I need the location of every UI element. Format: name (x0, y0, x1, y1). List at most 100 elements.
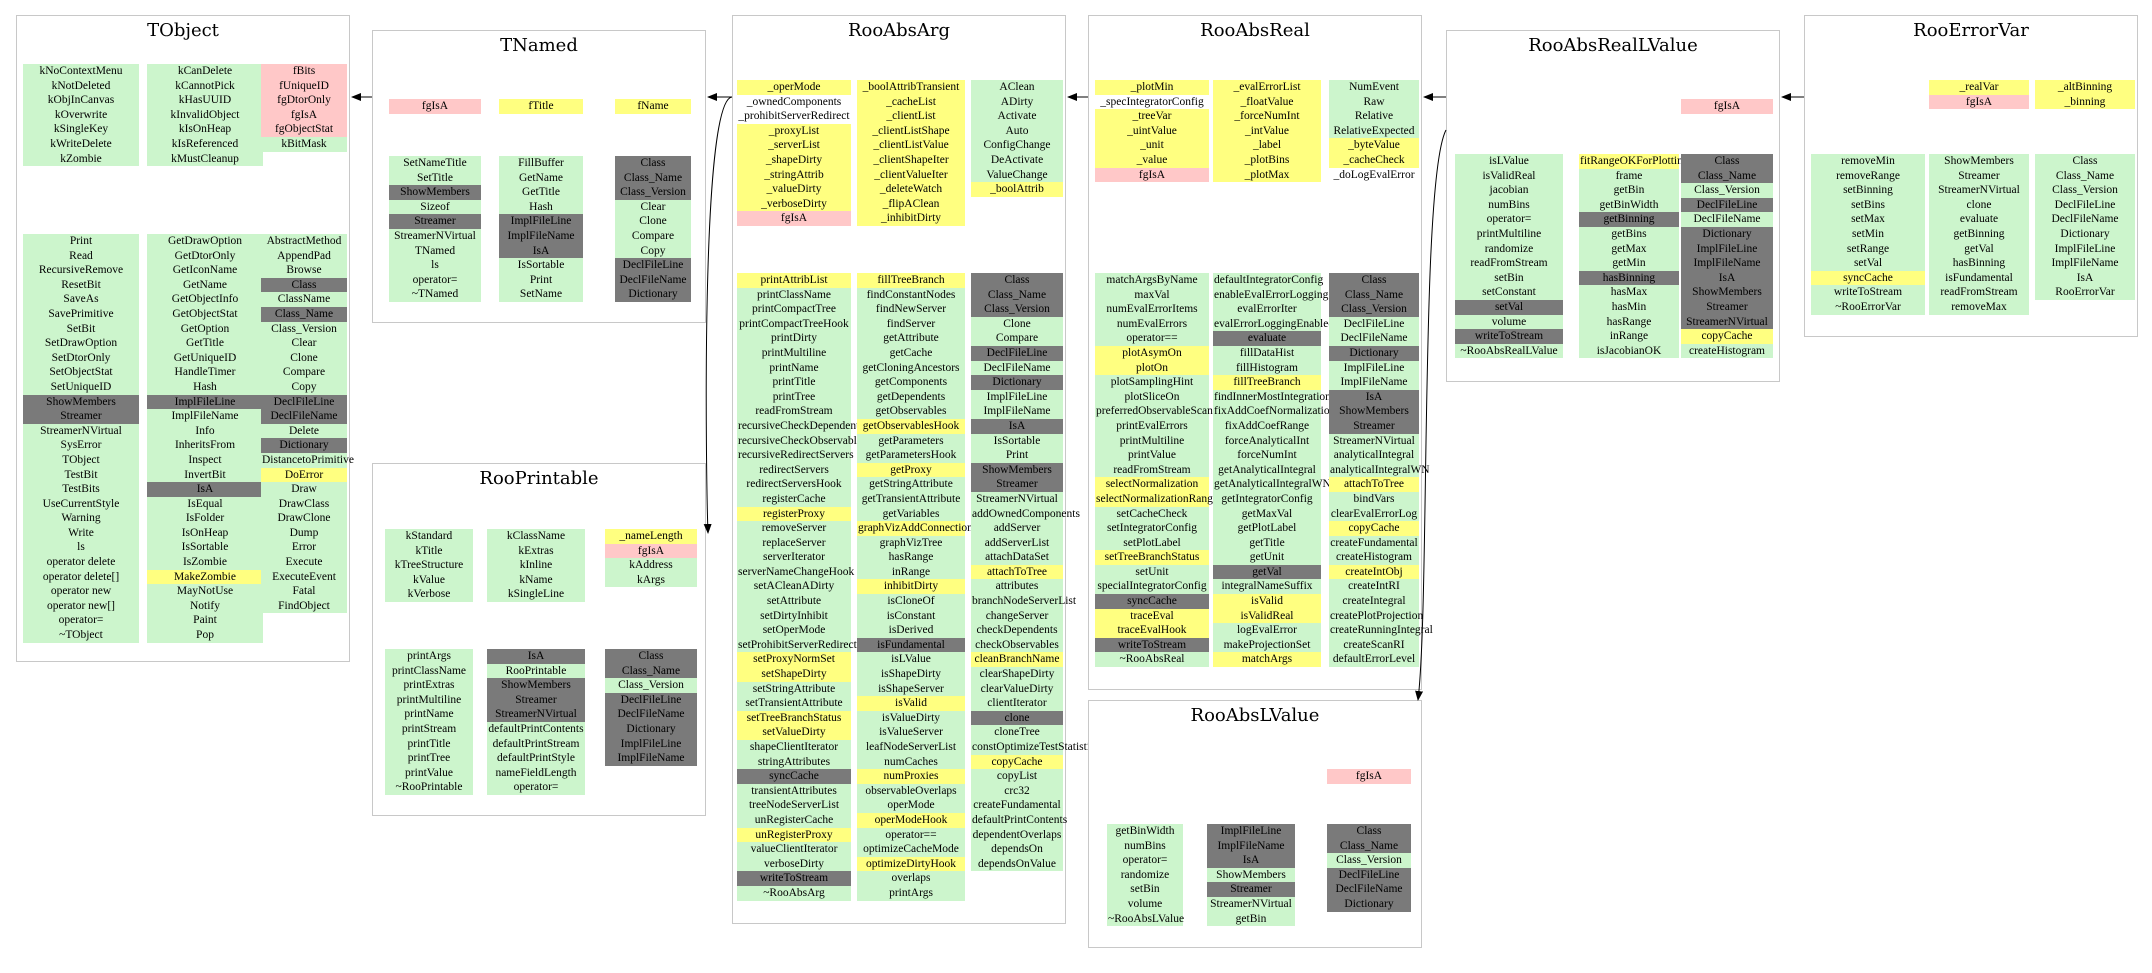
member-dependsonvalue: dependsOnValue (971, 856, 1063, 872)
member-isjacobianok: isJacobianOK (1579, 343, 1679, 359)
member-ksinglekey: kSingleKey (23, 122, 139, 137)
member-specintegratorconfig: _specIntegratorConfig (1100, 95, 1204, 108)
member-fbits: fBits (261, 64, 347, 79)
member-printclassname: printClassName (385, 663, 473, 679)
member-verbosedirty: _verboseDirty (737, 196, 851, 212)
member-operator-new: operator new (23, 584, 139, 599)
member-gettransientattribute: getTransientAttribute (857, 491, 965, 507)
member-operator: operator= (487, 780, 585, 795)
member-declfilename: DeclFileName (615, 272, 691, 288)
member-isa: IsA (487, 649, 585, 664)
attribute-column: kStandard kTitle kTreeStructure kValue kVerb… (385, 529, 473, 602)
member-streamer: Streamer (1681, 299, 1773, 315)
member-attributes: attributes (971, 579, 1063, 595)
member-removerange: removeRange (1811, 168, 1925, 184)
member-hasrange: hasRange (1579, 314, 1679, 330)
member-filldatahist: fillDataHist (1213, 345, 1321, 361)
member-settitle: SetTitle (389, 170, 481, 186)
member-fitrangeokforplotting: fitRangeOKForPlotting (1579, 154, 1689, 169)
member-implfileline: ImplFileLine (2035, 241, 2135, 257)
method-column: Class Class_Name Class_Version DeclFileLine… (2035, 154, 2135, 300)
attribute-column: _realVar fgIsA (1929, 80, 2029, 110)
member-namelength: _nameLength (605, 529, 697, 544)
member-plotmax: _plotMax (1213, 167, 1321, 183)
member-getintegratorconfig: getIntegratorConfig (1213, 491, 1321, 507)
member-setacleanadirty: setACleanADirty (737, 579, 851, 595)
member-cleanbranchname: cleanBranchName (971, 652, 1063, 668)
member-getbin: getBin (1207, 911, 1295, 927)
member-fgisa: fgIsA (1929, 94, 2029, 110)
member-printattriblist: printAttribList (737, 273, 851, 288)
member-class-version: Class_Version (261, 321, 347, 337)
member-kisonheap: kIsOnHeap (147, 122, 263, 137)
member-fname: fName (615, 99, 691, 114)
member-readfromstream: readFromStream (737, 404, 851, 419)
member-kverbose: kVerbose (385, 587, 473, 602)
member-getbinwidth: getBinWidth (1579, 197, 1679, 213)
member-operator: operator== (857, 827, 965, 843)
member-tobject: TObject (23, 452, 139, 468)
class-title: RooAbsReal (1200, 20, 1310, 41)
member-settreebranchstatus: setTreeBranchStatus (737, 710, 851, 726)
member-issortable: IsSortable (971, 433, 1063, 449)
member-ownedcomponents: _ownedComponents (746, 95, 842, 108)
member-tobject: ~TObject (23, 628, 139, 643)
member-createintobj: createIntObj (1329, 564, 1419, 580)
member-implfileline: ImplFileLine (1329, 360, 1419, 376)
member-clientshapeiter: _clientShapeIter (857, 152, 965, 168)
member-intvalue: _intValue (1213, 123, 1321, 139)
member-declfilename: DeclFileName (1681, 212, 1773, 227)
member-class-version: Class_Version (615, 185, 691, 200)
member-setbit: SetBit (23, 321, 139, 337)
member-synccache: syncCache (1811, 270, 1925, 286)
member-streamernvirtual: StreamerNVirtual (1207, 896, 1295, 912)
member-inrange: inRange (857, 564, 965, 580)
attribute-column: kCanDelete kCannotPick kHasUUID kInvalidObj… (147, 64, 263, 167)
member-getunit: getUnit (1213, 550, 1321, 565)
member-implfilename: ImplFileName (499, 228, 583, 244)
member-isa: IsA (1207, 853, 1295, 868)
member-addserver: addServer (971, 521, 1063, 536)
member-createrunningintegral: createRunningIntegral (1329, 623, 1433, 638)
member-removemax: removeMax (1929, 299, 2029, 315)
member-fgisa: fgIsA (1327, 769, 1411, 784)
member-ploton: plotOn (1095, 360, 1209, 376)
member-getbin: getBin (1579, 183, 1679, 198)
member-printtitle: printTitle (737, 375, 851, 390)
member-redirectservershook: redirectServersHook (737, 477, 851, 492)
member-kclassname: kClassName (487, 529, 585, 544)
member-shapeclientiterator: shapeClientIterator (737, 740, 851, 755)
member-isa: IsA (1329, 389, 1419, 405)
member-findconstantnodes: findConstantNodes (857, 287, 965, 303)
member-classname: ClassName (261, 292, 347, 307)
member-flipaclean: _flipAClean (857, 196, 965, 212)
member-isderived: isDerived (857, 623, 965, 638)
member-createhistogram: createHistogram (1329, 550, 1419, 565)
member-volume: volume (1455, 314, 1563, 330)
method-column: SetNameTitle SetTitle ShowMembers Sizeof Str… (389, 156, 481, 302)
member-uintvalue: _uintValue (1095, 123, 1209, 139)
method-column: Class Class_Name Class_Version DeclFileLine… (1327, 824, 1411, 912)
member-class-version: Class_Version (605, 678, 697, 693)
member-adirty: ADirty (971, 94, 1063, 110)
member-setcachecheck: setCacheCheck (1095, 506, 1209, 522)
member-traceeval: traceEval (1095, 608, 1209, 624)
member-clone: clone (1929, 197, 2029, 213)
member-appendpad: AppendPad (261, 248, 347, 264)
member-setattribute: setAttribute (737, 594, 851, 609)
member-implfileline: ImplFileLine (499, 214, 583, 229)
method-column: Class Class_Name Class_Version DeclFileLine… (605, 649, 697, 766)
member-isshapeserver: isShapeServer (857, 681, 965, 697)
member-isa: IsA (499, 243, 583, 259)
member-fgisa: fgIsA (1095, 167, 1209, 183)
member-clone: Clone (971, 316, 1063, 332)
member-defaultintegratorconfig: defaultIntegratorConfig (1213, 273, 1324, 288)
method-column: Class Class_Name Class_Version DeclFileLine… (1329, 273, 1433, 668)
member-relativeexpected: RelativeExpected (1329, 123, 1419, 139)
member-iszombie: IsZombie (147, 555, 263, 570)
method-column: printAttribList printClassName printCompac… (737, 273, 866, 901)
member-rooabsarg: ~RooAbsArg (737, 885, 851, 901)
member-readfromstream: readFromStream (1095, 462, 1209, 478)
member-dologevalerror: _doLogEvalError (1333, 168, 1415, 181)
member-testbit: TestBit (23, 467, 139, 483)
